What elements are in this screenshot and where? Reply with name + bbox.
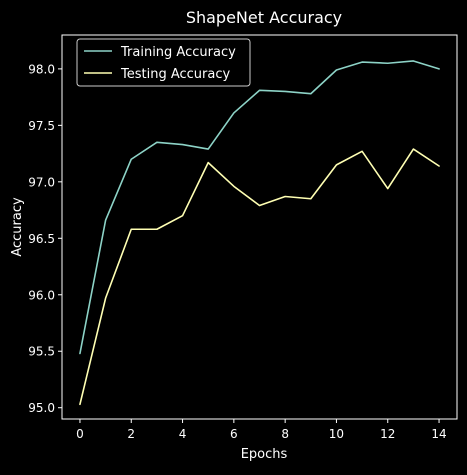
axes-frame	[61, 34, 458, 420]
x-axis: 0 2 4 6 8 10 12 14	[76, 419, 447, 441]
y-tick-label: 96.5	[28, 232, 55, 246]
y-tick-label: 97.5	[28, 119, 55, 133]
y-tick-label: 97.0	[28, 175, 55, 189]
y-axis: 95.0 95.5 96.0 96.5 97.0 97.5 98.0	[28, 62, 62, 415]
plot-area	[79, 60, 440, 406]
legend-label-testing: Testing Accuracy	[120, 67, 230, 82]
x-tick-label: 0	[76, 427, 84, 441]
x-axis-label: Epochs	[241, 447, 288, 462]
x-tick-label: 2	[127, 427, 135, 441]
y-tick-label: 95.0	[28, 401, 55, 415]
x-tick-label: 12	[380, 427, 395, 441]
x-tick-label: 14	[431, 427, 446, 441]
testing-accuracy-line	[79, 148, 440, 406]
legend: Training Accuracy Testing Accuracy	[76, 38, 251, 87]
legend-label-training: Training Accuracy	[120, 45, 236, 60]
y-tick-label: 95.5	[28, 345, 55, 359]
training-accuracy-line	[79, 60, 440, 355]
x-tick-label: 10	[329, 427, 344, 441]
legend-box	[76, 38, 251, 87]
chart-title: ShapeNet Accuracy	[186, 8, 342, 27]
y-axis-label: Accuracy	[10, 197, 25, 257]
y-tick-label: 98.0	[28, 62, 55, 76]
x-tick-label: 6	[230, 427, 238, 441]
x-tick-label: 8	[281, 427, 289, 441]
y-tick-label: 96.0	[28, 288, 55, 302]
x-tick-label: 4	[179, 427, 187, 441]
